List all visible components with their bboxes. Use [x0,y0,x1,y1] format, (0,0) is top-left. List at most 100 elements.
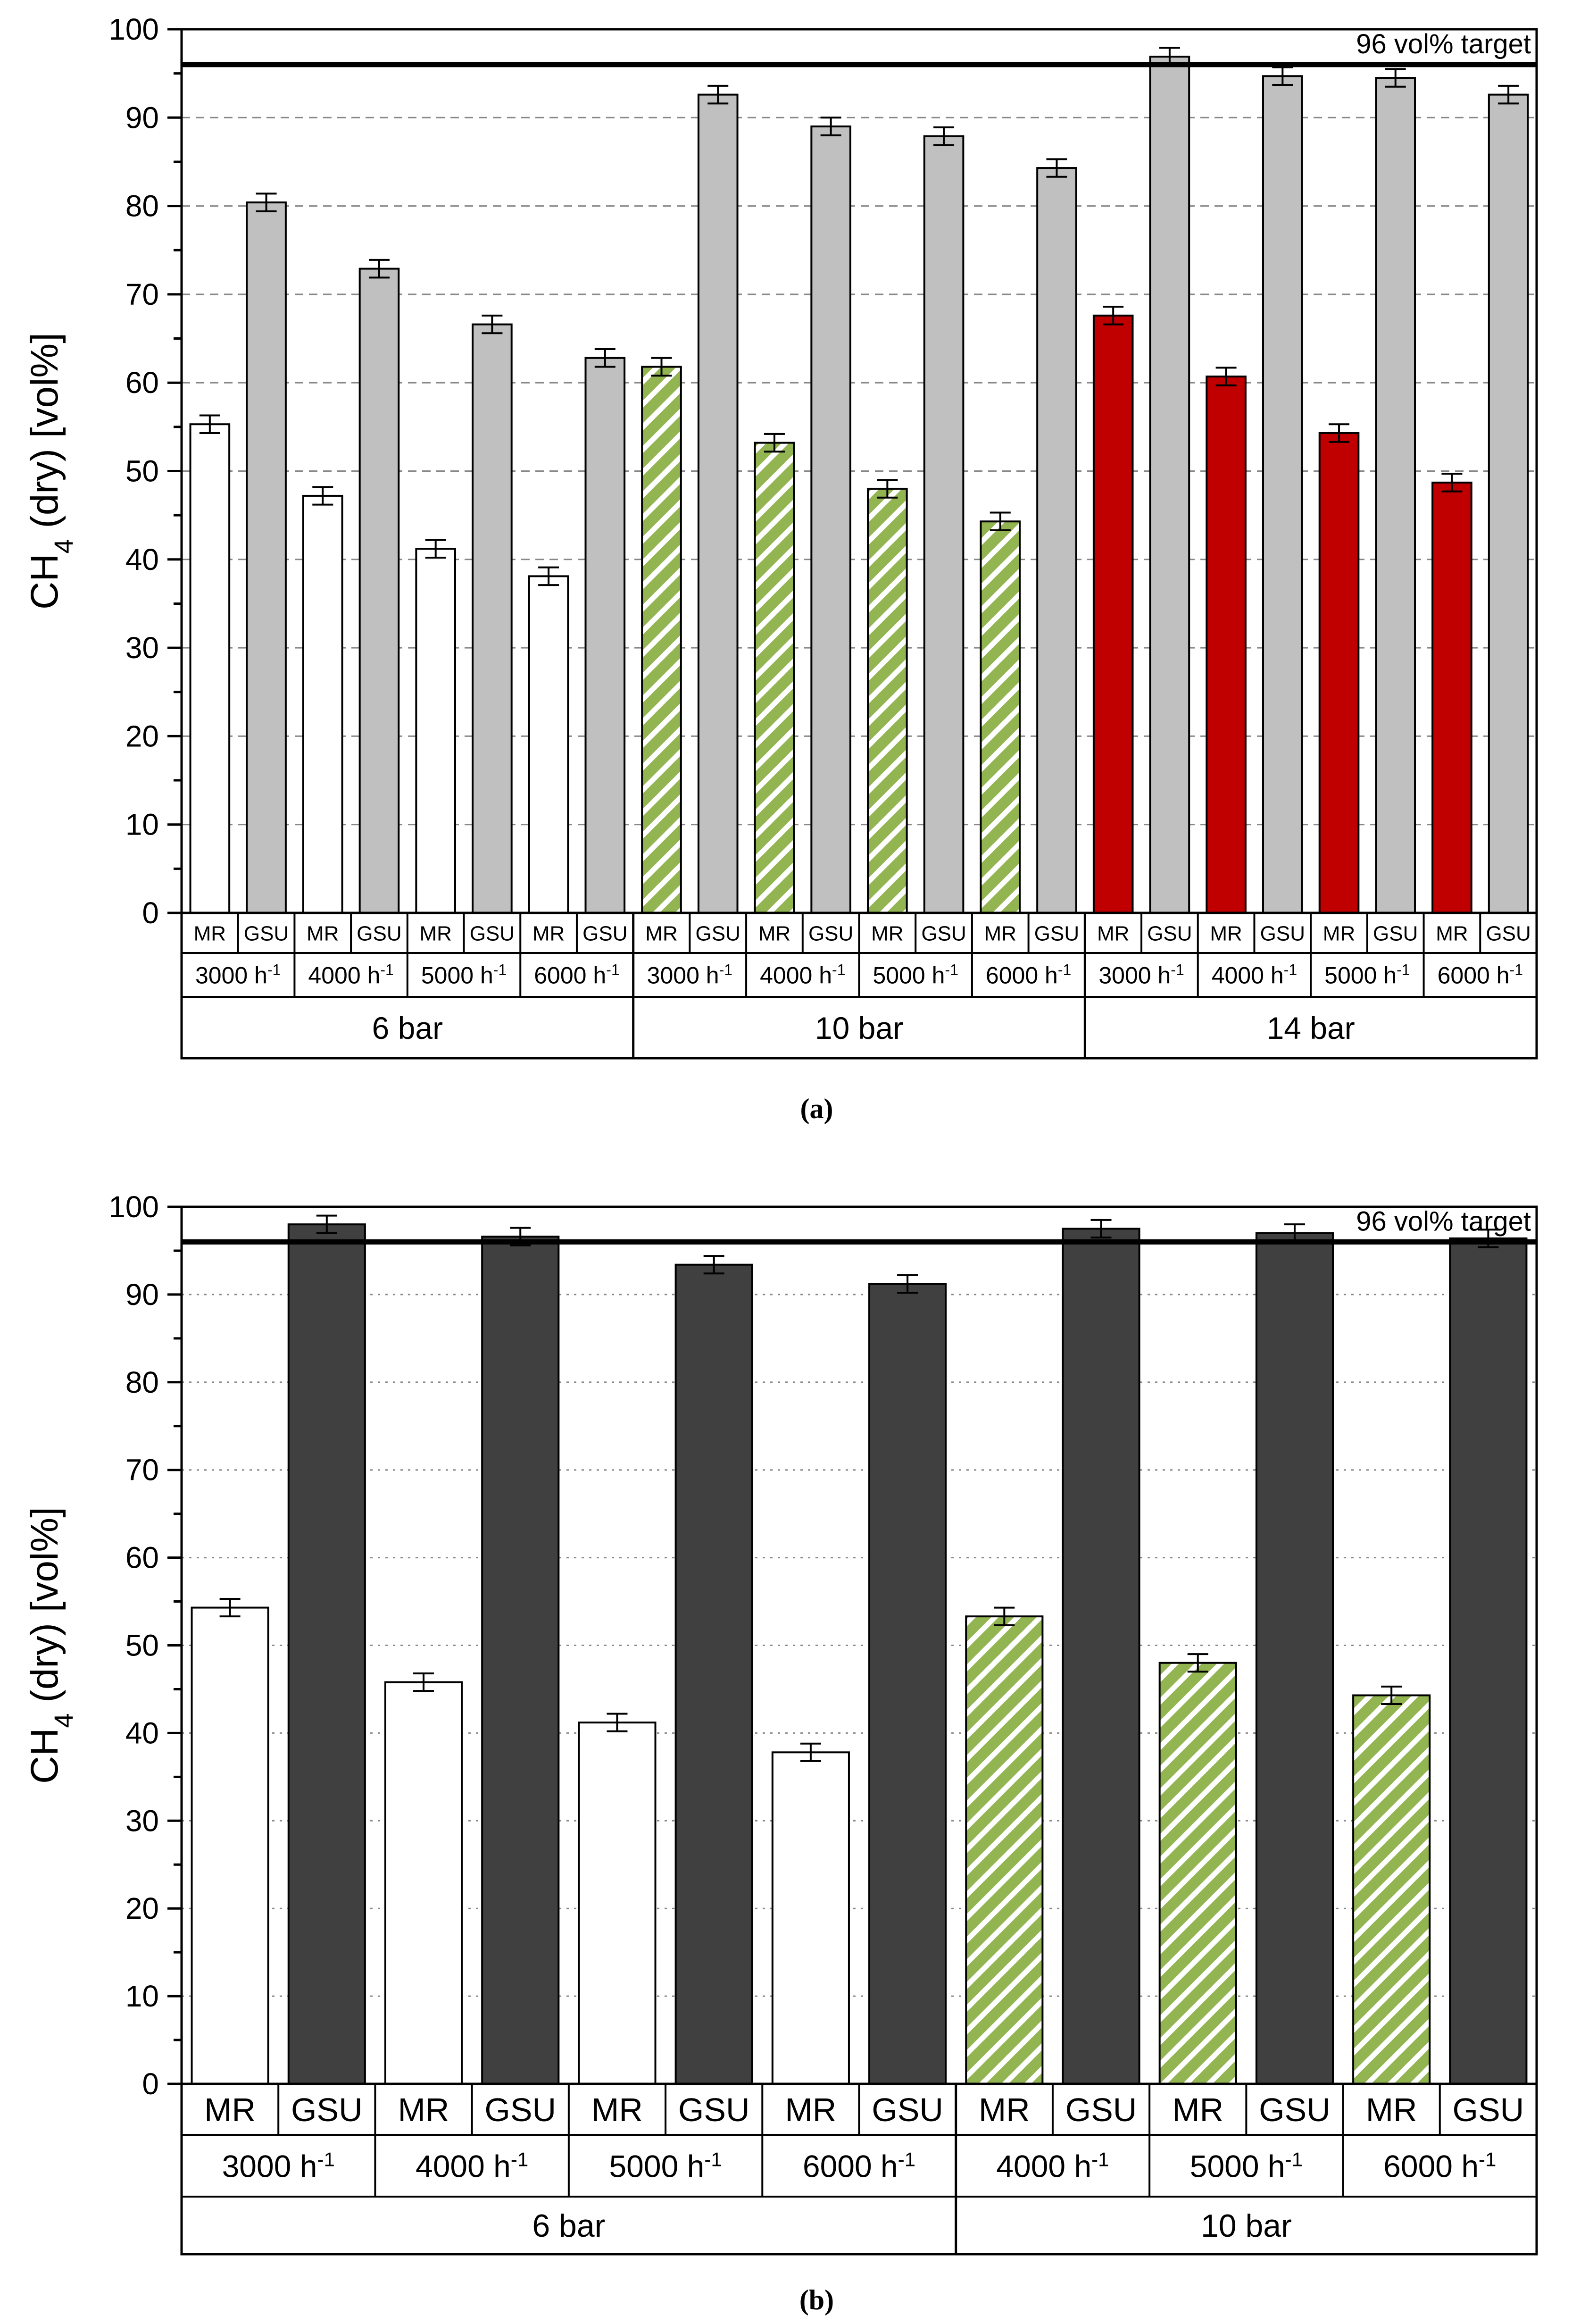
category-label-level2: 6000 h-1 [986,961,1071,989]
bar [867,487,908,914]
category-label-level1: GSU [357,922,401,945]
y-tick-label: 70 [125,1453,159,1487]
bar [1149,56,1190,914]
bar [1255,1232,1334,2085]
bar [1036,167,1077,914]
category-label-level2: 3000 h-1 [647,961,732,989]
category-label-level3: 10 bar [815,1011,903,1045]
category-label-level2: 3000 h-1 [195,961,281,989]
category-label-level2: 4000 h-1 [416,2148,528,2184]
category-label-level1: MR [194,922,226,945]
bar [754,442,795,914]
category-label-level1: MR [591,2091,643,2128]
bar [1352,1694,1431,2085]
target-label: 96 vol% target [1356,1206,1531,1237]
category-label-level1: GSU [1453,2091,1524,2128]
category-label-level2: 4000 h-1 [760,961,845,989]
category-label-level2: 4000 h-1 [308,961,393,989]
bar [384,1681,463,2085]
y-tick-label: 40 [125,1716,159,1750]
bar [1449,1237,1528,2085]
y-tick-label: 60 [125,1541,159,1575]
bar [1375,77,1416,914]
bar [1158,1662,1237,2085]
category-label-level1: GSU [696,922,740,945]
category-label-level2: 3000 h-1 [1098,961,1184,989]
category-label-level2: 3000 h-1 [222,2148,335,2184]
chart-panel-b: 96 vol% target 0 10 20 30 40 50 60 70 80 90 100 CH4 … [23,1190,1538,2316]
bar [246,201,287,914]
category-label-level1: GSU [921,922,966,945]
y-tick-label: 0 [142,896,159,930]
bar [923,135,965,914]
category-label-level2: 5000 h-1 [609,2148,722,2184]
category-label-level1: MR [984,922,1016,945]
bar [771,1751,850,2085]
category-label-level3: 10 bar [1201,2208,1292,2244]
bar [191,1606,269,2085]
bar [287,1223,366,2085]
category-label-level1: GSU [808,922,853,945]
category-label-level1: MR [758,922,790,945]
category-label-level1: GSU [291,2091,363,2128]
y-tick-label: 50 [125,454,159,488]
category-label-level2: 6000 h-1 [1383,2148,1496,2184]
category-label-level1: GSU [484,2091,556,2128]
y-tick-label: 100 [108,1190,159,1224]
bar [584,357,626,914]
bar [674,1263,753,2085]
bar [641,366,682,914]
category-label-level1: MR [1172,2091,1223,2128]
y-tick-label: 10 [125,808,159,842]
category-label-level2: 6000 h-1 [803,2148,915,2184]
category-label-level1: MR [307,922,339,945]
chart-panel-a: 96 vol% target 0 10 20 30 40 50 60 70 80 90 100 CH4 … [23,12,1538,1124]
category-label-level3: 14 bar [1267,1011,1355,1045]
category-label-level1: MR [645,922,677,945]
category-label-level1: MR [419,922,451,945]
bar [578,1722,657,2085]
bar [980,520,1021,914]
category-label-level1: GSU [1147,922,1192,945]
category-label-level1: GSU [1259,2091,1331,2128]
category-label-level2: 4000 h-1 [996,2148,1109,2184]
category-label-level2: 5000 h-1 [873,961,958,989]
bar [358,268,400,914]
bar [1431,481,1472,914]
category-label-level1: GSU [470,922,515,945]
bar [697,93,739,914]
y-tick-label: 60 [125,366,159,400]
category-table: MR GSU MR GSU MR GSU MR GSU MR GSU MR GSU MR GSU 3000 … [180,2082,1538,2256]
category-label-level1: MR [871,922,903,945]
category-label-level1: GSU [1260,922,1305,945]
category-label-level2: 6000 h-1 [1438,961,1523,989]
bar [810,125,851,914]
category-label-level1: GSU [582,922,627,945]
y-tick-label: 30 [125,1804,159,1838]
category-label-level3: 6 bar [532,2208,605,2244]
category-label-level1: MR [1323,922,1355,945]
category-label-level2: 5000 h-1 [1324,961,1410,989]
y-tick-label: 10 [125,1979,159,2013]
bar [1318,432,1360,914]
category-label-level3: 6 bar [372,1011,443,1045]
y-tick-label: 20 [125,719,159,753]
bar [1062,1228,1140,2085]
bar [1262,75,1303,914]
category-label-level1: MR [785,2091,836,2128]
y-axis-label: CH4 (dry) [vol%] [23,333,78,610]
category-label-level1: GSU [1065,2091,1137,2128]
bar [528,575,569,914]
y-tick-label: 100 [108,12,159,46]
bar [1488,93,1529,914]
panel-caption: (a) [800,1093,833,1124]
bar [415,548,456,914]
target-label: 96 vol% target [1356,29,1531,59]
category-label-level1: MR [204,2091,256,2128]
y-axis-label: CH4 (dry) [vol%] [23,1507,78,1784]
bar [302,494,343,914]
y-tick-label: 0 [142,2067,159,2101]
bar [1092,314,1134,914]
y-tick-label: 40 [125,543,159,577]
